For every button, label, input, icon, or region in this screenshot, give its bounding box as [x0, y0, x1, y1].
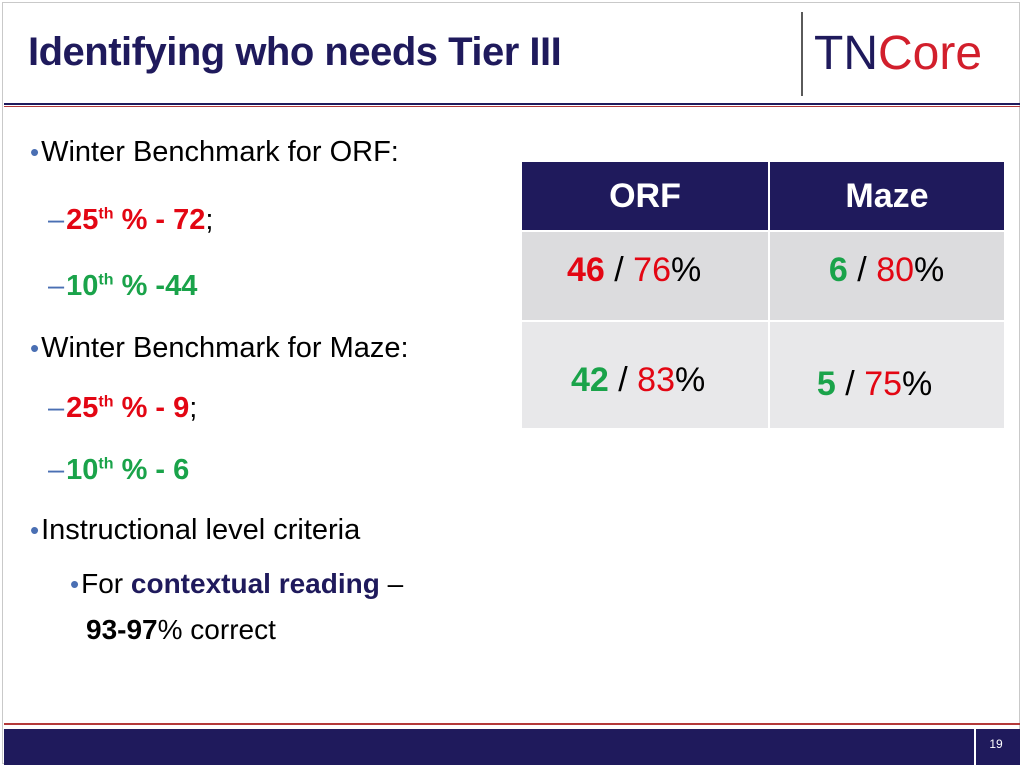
cell-maze-row2: 5 / 75%: [767, 320, 1007, 430]
dash-icon: –: [48, 454, 65, 486]
footer-separator: [974, 729, 976, 765]
page-number: 19: [989, 737, 1003, 751]
bullet-maze-heading: •Winter Benchmark for Maze:: [30, 332, 409, 364]
bullet-orf-25: –25th % - 72;: [48, 204, 214, 236]
table-header-row: ORF Maze: [520, 160, 1007, 232]
bullet-dot-icon: •: [30, 515, 40, 545]
bullet-dot-icon: •: [70, 569, 80, 599]
bullet-orf-heading: •Winter Benchmark for ORF:: [30, 136, 399, 168]
dash-icon: –: [48, 204, 65, 236]
logo-core: Core: [877, 27, 983, 80]
cell-orf-row2: 42 / 83%: [520, 320, 770, 430]
sub-bullet-contextual: •For contextual reading –: [70, 568, 404, 599]
bullet-maze-25: –25th % - 9;: [48, 392, 198, 424]
tncore-logo: TNCore: [814, 28, 982, 80]
footer-bar: [4, 729, 1020, 765]
benchmark-table: ORF Maze 46 / 76% 6 / 80% 42 / 83% 5 / 7…: [520, 160, 1007, 430]
cell-orf-row1: 46 / 76%: [520, 230, 770, 322]
table-row: 46 / 76% 6 / 80%: [520, 230, 1007, 322]
dash-icon: –: [48, 392, 65, 424]
logo-divider: [801, 12, 803, 96]
dash-icon: –: [48, 270, 65, 302]
header-rule-accent: [4, 106, 1020, 107]
slide-title: Identifying who needs Tier III: [28, 30, 562, 74]
footer-rule: [4, 723, 1020, 725]
cell-maze-row1: 6 / 80%: [767, 230, 1007, 322]
bullet-maze-10: –10th % - 6: [48, 454, 190, 486]
header-orf: ORF: [520, 160, 770, 232]
logo-tn: TN: [814, 27, 878, 80]
bullet-instructional: •Instructional level criteria: [30, 514, 361, 546]
header-maze: Maze: [767, 160, 1007, 232]
sub-bullet-range: 93-97% correct: [86, 614, 276, 645]
bullet-dot-icon: •: [30, 333, 40, 363]
bullet-dot-icon: •: [30, 137, 40, 167]
header-rule: [4, 103, 1020, 105]
table-row: 42 / 83% 5 / 75%: [520, 320, 1007, 430]
bullet-orf-10: –10th % -44: [48, 270, 198, 302]
